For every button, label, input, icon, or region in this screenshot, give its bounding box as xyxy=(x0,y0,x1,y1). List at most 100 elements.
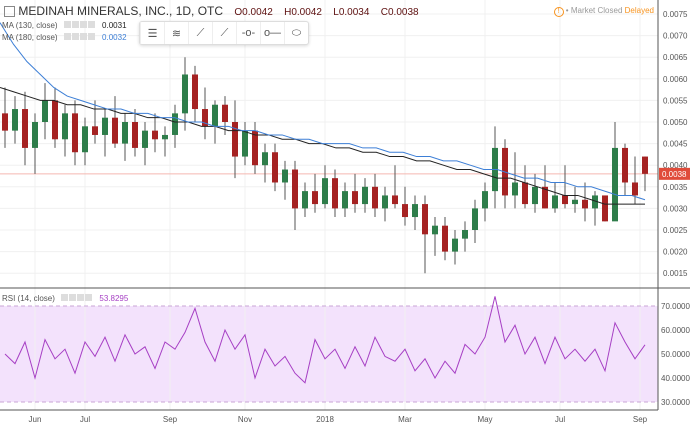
candle-body xyxy=(452,238,458,252)
candle xyxy=(472,199,478,243)
candle xyxy=(492,126,498,209)
candle-body xyxy=(422,204,428,235)
candle-body xyxy=(162,134,168,140)
candle xyxy=(122,113,128,161)
candle xyxy=(152,113,158,153)
rsi-tick: 40.0000 xyxy=(661,374,690,383)
collapse-icon[interactable] xyxy=(4,6,15,18)
time-tick: Sep xyxy=(163,415,178,424)
price-tick: 0.0020 xyxy=(663,248,688,257)
horizontal-line-icon[interactable]: -o- xyxy=(236,22,260,44)
candle-body xyxy=(242,130,248,157)
rsi-tick: 60.0000 xyxy=(661,326,690,335)
candle xyxy=(172,104,178,148)
legend-buttons[interactable] xyxy=(63,21,96,30)
candle xyxy=(252,122,258,174)
candle xyxy=(272,143,278,192)
candle-body xyxy=(642,156,648,174)
price-tick: 0.0030 xyxy=(663,204,688,213)
symbol-title[interactable]: MEDINAH MINERALS, INC., 1D, OTC xyxy=(18,4,224,18)
time-tick: Jul xyxy=(80,415,90,424)
chart-header: MEDINAH MINERALS, INC., 1D, OTC O0.0042 … xyxy=(4,4,419,18)
candle-body xyxy=(182,74,188,114)
candle-body xyxy=(102,117,108,135)
candle xyxy=(302,182,308,218)
candle xyxy=(112,96,118,148)
candle-body xyxy=(152,130,158,140)
candle xyxy=(2,87,8,148)
price-tick: 0.0035 xyxy=(663,183,688,192)
candle xyxy=(612,122,618,222)
candle-body xyxy=(302,191,308,209)
candle-body xyxy=(512,182,518,196)
ma180-value: 0.0032 xyxy=(102,33,127,42)
candle xyxy=(432,217,438,256)
ray-icon[interactable]: ⟋ xyxy=(212,22,236,44)
candle xyxy=(392,165,398,209)
candle xyxy=(412,195,418,230)
price-tick: 0.0050 xyxy=(663,118,688,127)
price-tick: 0.0055 xyxy=(663,96,688,105)
candle xyxy=(522,165,528,209)
ma180-legend[interactable]: MA (180, close) 0.0032 xyxy=(2,33,127,42)
candle-body xyxy=(2,113,8,131)
candle xyxy=(512,152,518,209)
candle-body xyxy=(372,186,378,209)
delayed-label: Delayed xyxy=(624,6,654,15)
trend-line-icon[interactable]: ⟋ xyxy=(188,22,212,44)
candle-body xyxy=(122,122,128,144)
candle xyxy=(142,122,148,166)
high-value: H0.0042 xyxy=(284,7,322,18)
curve-lines-icon[interactable]: ≋ xyxy=(164,22,188,44)
candle xyxy=(642,156,648,192)
ma130-legend[interactable]: MA (130, close) 0.0031 xyxy=(2,21,127,30)
candle-body xyxy=(142,130,148,148)
candle xyxy=(22,91,28,166)
candle xyxy=(242,122,248,166)
ellipse-icon[interactable]: ⬭ xyxy=(284,22,308,44)
candle-body xyxy=(72,113,78,153)
candle-body xyxy=(92,126,98,135)
candle-body xyxy=(342,191,348,209)
market-status: ! • Market Closed Delayed xyxy=(553,6,654,17)
candle xyxy=(452,230,458,265)
rsi-line xyxy=(4,296,646,384)
candle-body xyxy=(632,182,638,196)
price-tick: 0.0045 xyxy=(663,140,688,149)
rsi-label: RSI (14, close) xyxy=(2,294,55,303)
candle-body xyxy=(12,109,18,131)
candle-body xyxy=(42,100,48,122)
price-tick: 0.0025 xyxy=(663,226,688,235)
warning-icon[interactable]: ! xyxy=(553,7,564,17)
candle xyxy=(422,195,428,274)
candle-body xyxy=(572,199,578,205)
rsi-tick: 70.0000 xyxy=(661,302,690,311)
market-closed-label: Market Closed xyxy=(570,6,623,15)
candle xyxy=(212,100,218,144)
price-tick: 0.0075 xyxy=(663,10,688,19)
candle-body xyxy=(22,109,28,148)
candle xyxy=(32,113,38,174)
candle-body xyxy=(562,195,568,205)
candle xyxy=(592,191,598,226)
price-tick: 0.0070 xyxy=(663,32,688,41)
horizontal-ray-icon[interactable]: o— xyxy=(260,22,284,44)
parallel-lines-icon[interactable]: ☰ xyxy=(140,22,164,44)
open-value: O0.0042 xyxy=(234,7,273,18)
low-value: L0.0034 xyxy=(333,7,370,18)
candle-body xyxy=(332,178,338,209)
price-tick: 0.0015 xyxy=(663,269,688,278)
candle-body xyxy=(322,178,328,205)
legend-buttons[interactable] xyxy=(63,33,96,42)
candle-body xyxy=(232,122,238,157)
candle-body xyxy=(612,147,618,222)
candle xyxy=(382,186,388,222)
candle xyxy=(42,83,48,140)
candle xyxy=(602,195,608,222)
candle-body xyxy=(362,186,368,205)
rsi-legend[interactable]: RSI (14, close) 53.8295 xyxy=(2,294,128,303)
candle xyxy=(622,143,628,196)
legend-buttons[interactable] xyxy=(61,294,93,303)
